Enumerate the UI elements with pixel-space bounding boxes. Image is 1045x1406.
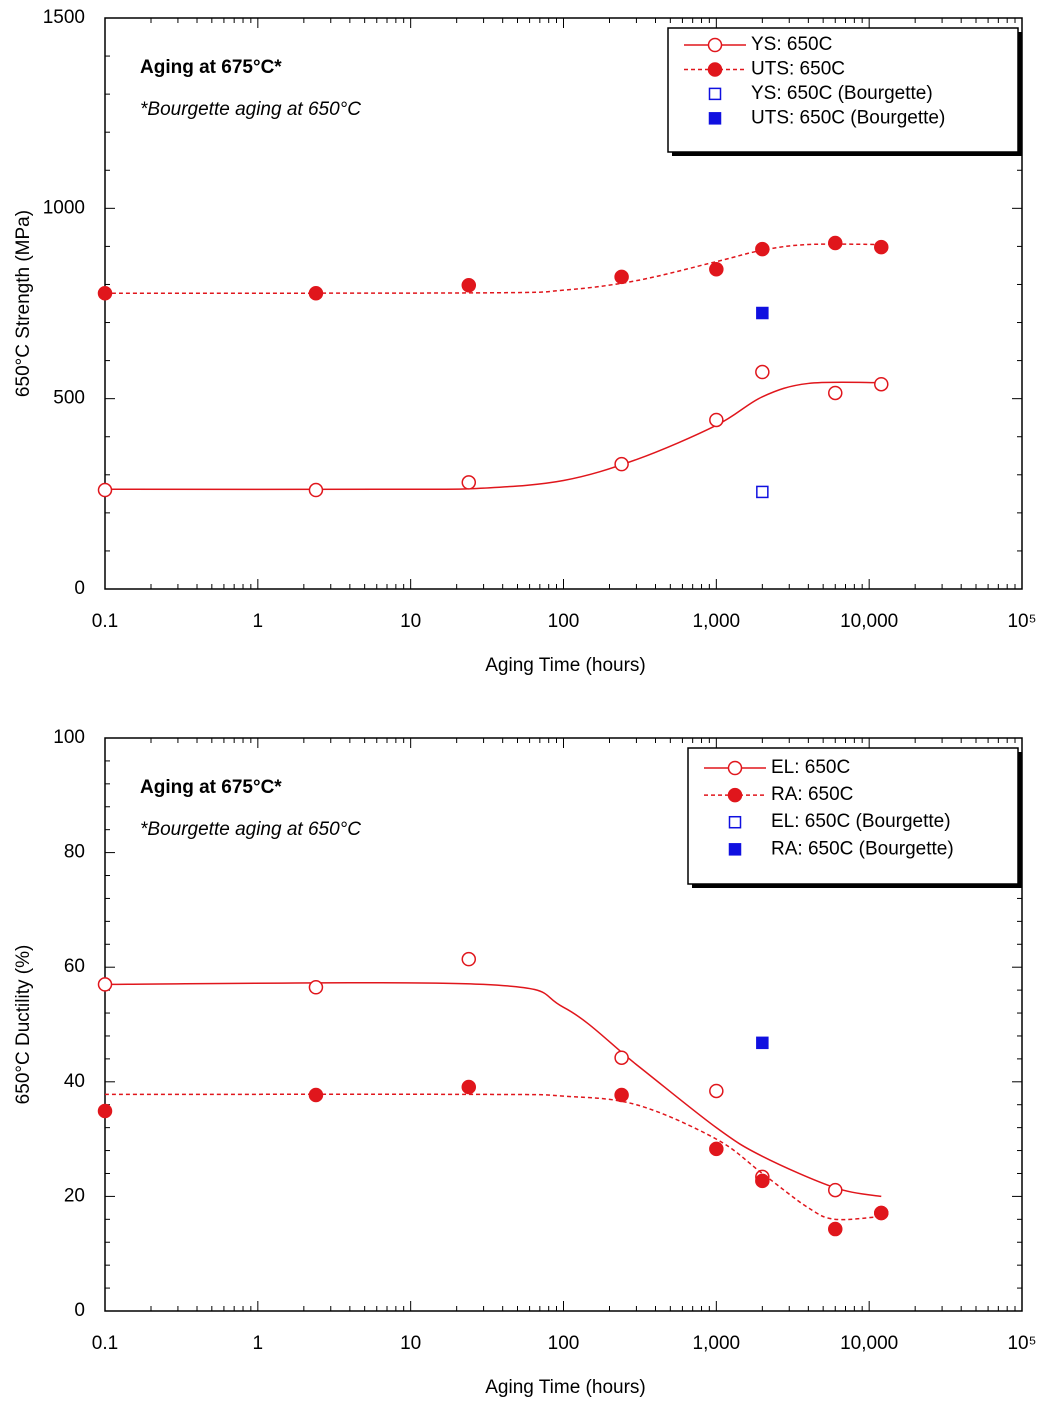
y-tick-label: 80 (64, 842, 85, 863)
legend-marker (707, 62, 723, 77)
x-tick-label: 1,000 (693, 1333, 741, 1354)
legend (687, 747, 1019, 885)
legend-label: RA: 650C (771, 784, 853, 805)
marker (756, 1036, 769, 1050)
legend-marker (727, 787, 743, 803)
marker (97, 977, 113, 992)
annotation: *Bourgette aging at 650°C (140, 819, 361, 840)
legend-label: RA: 650C (Bourgette) (771, 838, 954, 859)
x-tick-label: 1,000 (693, 611, 741, 632)
annotation: Aging at 675°C* (140, 777, 282, 798)
marker (755, 364, 770, 380)
marker (709, 261, 724, 277)
y-axis-label: 650°C Ductility (%) (13, 945, 34, 1105)
marker (709, 1141, 724, 1157)
marker (874, 1205, 889, 1221)
y-tick-label: 0 (74, 1300, 85, 1321)
marker (461, 277, 477, 293)
y-axis-label: 650°C Strength (MPa) (13, 210, 34, 397)
fit-curve (104, 981, 882, 1198)
marker (308, 285, 324, 301)
marker (97, 1103, 113, 1119)
legend-label: UTS: 650C (Bourgette) (751, 107, 945, 128)
marker (614, 269, 629, 285)
y-tick-label: 0 (74, 578, 85, 599)
x-tick-label: 0.1 (92, 1333, 118, 1354)
marker (756, 485, 769, 499)
marker (614, 456, 629, 472)
x-tick-label: 10 (400, 611, 421, 632)
y-tick-label: 1000 (43, 197, 85, 218)
x-tick-label: 1 (253, 1333, 264, 1354)
marker (828, 385, 843, 401)
legend-label: EL: 650C (Bourgette) (771, 811, 951, 832)
marker (614, 1050, 629, 1065)
y-tick-label: 40 (64, 1071, 85, 1092)
fit-curve (104, 381, 882, 491)
y-tick-label: 500 (53, 388, 85, 409)
fit-curve (104, 1093, 882, 1221)
x-axis-label: Aging Time (hours) (485, 1377, 646, 1398)
legend-label: UTS: 650C (751, 58, 845, 79)
marker (755, 241, 770, 257)
x-tick-label: 10⁵ (1007, 1333, 1036, 1354)
legend-marker (708, 112, 722, 125)
marker (614, 1087, 629, 1103)
fit-curve (104, 243, 882, 294)
x-tick-label: 10 (400, 1333, 421, 1354)
legend-marker (728, 815, 742, 829)
x-tick-label: 0.1 (92, 611, 118, 632)
marker (97, 285, 113, 301)
marker (755, 1173, 770, 1189)
y-tick-label: 60 (64, 956, 85, 977)
marker (461, 1079, 477, 1095)
legend-label: EL: 650C (771, 757, 850, 778)
marker (874, 376, 889, 392)
x-axis-label: Aging Time (hours) (485, 655, 646, 676)
x-tick-label: 10⁵ (1007, 611, 1036, 632)
marker (874, 239, 889, 255)
x-tick-label: 10,000 (840, 611, 898, 632)
x-tick-label: 100 (548, 611, 580, 632)
annotation: Aging at 675°C* (140, 57, 282, 78)
legend-label: YS: 650C (Bourgette) (751, 83, 933, 104)
x-tick-label: 1 (253, 611, 264, 632)
y-tick-label: 100 (53, 727, 85, 748)
annotation: *Bourgette aging at 650°C (140, 99, 361, 120)
marker (709, 1083, 724, 1099)
x-tick-label: 100 (548, 1333, 580, 1354)
marker (756, 306, 769, 320)
marker (709, 412, 724, 428)
marker (461, 475, 477, 490)
x-tick-label: 10,000 (840, 1333, 898, 1354)
marker (461, 951, 477, 967)
legend-marker (728, 843, 742, 856)
y-tick-label: 20 (64, 1185, 85, 1206)
marker (828, 1182, 843, 1198)
marker (97, 482, 113, 498)
legend-label: YS: 650C (751, 34, 832, 55)
legend-marker (727, 760, 743, 776)
marker (828, 1221, 843, 1237)
marker (308, 1087, 324, 1103)
legend (667, 27, 1019, 153)
marker (828, 235, 843, 251)
y-tick-label: 1500 (43, 7, 85, 28)
legend-marker (708, 87, 722, 101)
marker (308, 482, 324, 498)
marker (308, 980, 324, 995)
legend-marker (707, 37, 723, 53)
